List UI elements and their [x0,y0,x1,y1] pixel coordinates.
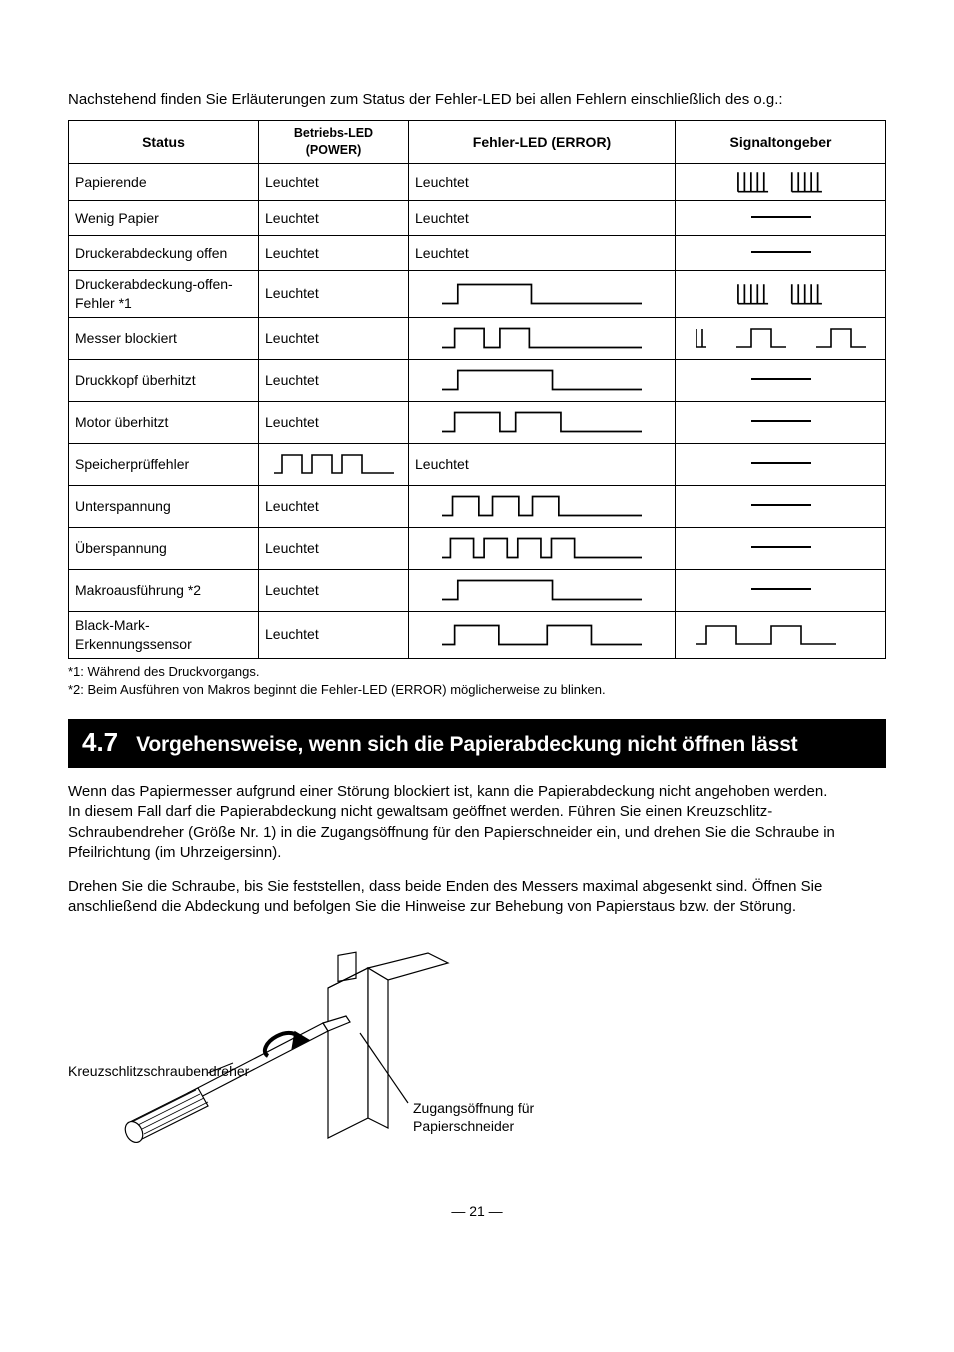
cell-buzzer [676,236,886,271]
cell-error [409,271,676,318]
table-row: UnterspannungLeuchtet [69,485,886,527]
section-header: 4.7 Vorgehensweise, wenn sich die Papier… [68,719,886,768]
cell-status: Makroausführung *2 [69,569,259,611]
th-error: Fehler-LED (ERROR) [409,121,676,164]
table-row: Druckerabdeckung offenLeuchtetLeuchtet [69,236,886,271]
intro-text: Nachstehend finden Sie Erläuterungen zum… [68,90,886,110]
table-row: Wenig PapierLeuchtetLeuchtet [69,201,886,236]
cell-error [409,611,676,658]
section-title: Vorgehensweise, wenn sich die Papierabde… [136,731,797,759]
footnote-2: *2: Beim Ausführen von Makros beginnt di… [68,681,886,699]
cell-power: Leuchtet [259,236,409,271]
cell-error: Leuchtet [409,236,676,271]
table-header-row: Status Betriebs-LED (POWER) Fehler-LED (… [69,121,886,164]
cell-buzzer [676,401,886,443]
label-screwdriver: Kreuzschlitzschraubendreher [68,1063,250,1079]
footnote-1: *1: Während des Druckvorgangs. [68,663,886,681]
table-row: Speicherprüffehler Leuchtet [69,443,886,485]
cell-power: Leuchtet [259,527,409,569]
table-row: Messer blockiertLeuchtet [69,317,886,359]
screwdriver-diagram: Kreuzschlitzschraubendreher Zugangsöffnu… [68,948,886,1158]
cell-buzzer [676,485,886,527]
paragraph-3: Drehen Sie die Schraube, bis Sie festste… [68,877,886,918]
th-power: Betriebs-LED (POWER) [259,121,409,164]
cell-power: Leuchtet [259,271,409,318]
cell-power: Leuchtet [259,317,409,359]
table-row: Druckerabdeckung-offen-Fehler *1Leuchtet [69,271,886,318]
cell-error [409,485,676,527]
th-status: Status [69,121,259,164]
cell-power: Leuchtet [259,569,409,611]
cell-error [409,317,676,359]
section-number: 4.7 [82,725,118,760]
table-row: Druckkopf überhitztLeuchtet [69,359,886,401]
cell-buzzer [676,359,886,401]
cell-status: Überspannung [69,527,259,569]
table-row: Motor überhitztLeuchtet [69,401,886,443]
cell-status: Speicherprüffehler [69,443,259,485]
cell-power [259,443,409,485]
cell-status: Unterspannung [69,485,259,527]
cell-error [409,527,676,569]
cell-status: Messer blockiert [69,317,259,359]
cell-error [409,359,676,401]
cell-power: Leuchtet [259,485,409,527]
cell-buzzer [676,611,886,658]
cell-status: Druckerabdeckung-offen-Fehler *1 [69,271,259,318]
page-number: — 21 — [68,1202,886,1221]
cell-power: Leuchtet [259,201,409,236]
cell-buzzer [676,527,886,569]
cell-buzzer [676,569,886,611]
cell-power: Leuchtet [259,359,409,401]
cell-power: Leuchtet [259,611,409,658]
table-row: Black-Mark-ErkennungssensorLeuchtet [69,611,886,658]
cell-buzzer [676,443,886,485]
table-row: ÜberspannungLeuchtet [69,527,886,569]
cell-status: Druckkopf überhitzt [69,359,259,401]
cell-error: Leuchtet [409,201,676,236]
paragraph-2: In diesem Fall darf die Papierabdeckung … [68,802,886,863]
cell-status: Papierende [69,164,259,201]
paragraph-1: Wenn das Papiermesser aufgrund einer Stö… [68,782,886,802]
cell-power: Leuchtet [259,401,409,443]
cell-power: Leuchtet [259,164,409,201]
table-row: PapierendeLeuchtetLeuchtet [69,164,886,201]
label-opening-1: Zugangsöffnung für [413,1100,535,1116]
cell-status: Motor überhitzt [69,401,259,443]
cell-buzzer [676,317,886,359]
cell-buzzer [676,164,886,201]
cell-status: Black-Mark-Erkennungssensor [69,611,259,658]
th-buzzer: Signaltongeber [676,121,886,164]
label-opening-2: Papierschneider [413,1118,515,1134]
cell-status: Druckerabdeckung offen [69,236,259,271]
cell-buzzer [676,201,886,236]
status-table: Status Betriebs-LED (POWER) Fehler-LED (… [68,120,886,658]
cell-error [409,401,676,443]
cell-error: Leuchtet [409,164,676,201]
cell-error [409,569,676,611]
cell-status: Wenig Papier [69,201,259,236]
cell-buzzer [676,271,886,318]
cell-error: Leuchtet [409,443,676,485]
table-row: Makroausführung *2Leuchtet [69,569,886,611]
